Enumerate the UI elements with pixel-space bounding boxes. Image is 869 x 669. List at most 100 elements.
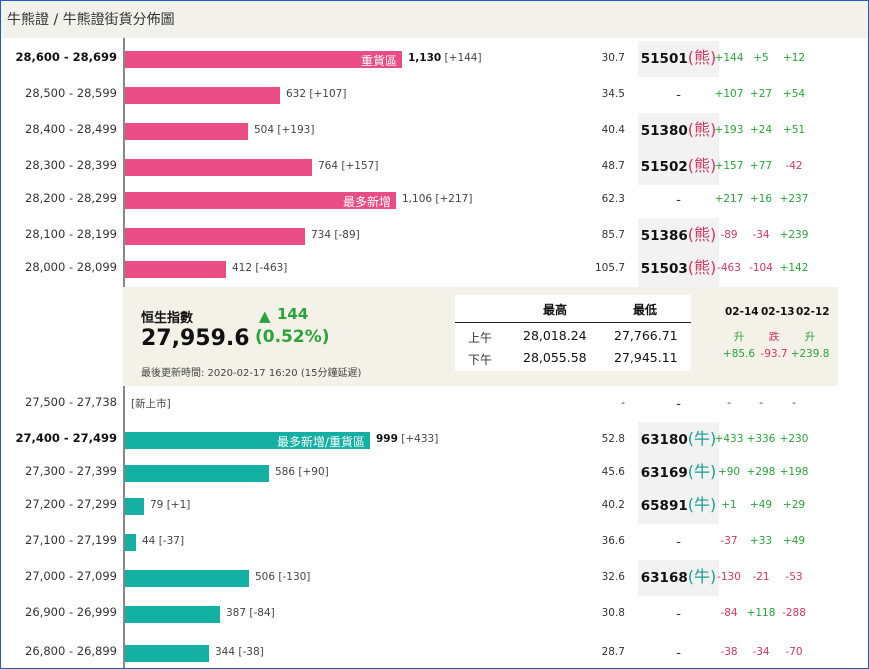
warrant-code[interactable]: 51380 xyxy=(640,123,688,139)
bar-label: 最多新增/重貨區 xyxy=(276,435,365,449)
bull-row: 27,000 - 27,099 506 [-130] 32.6 63168(牛) -13… xyxy=(1,560,868,596)
count-value: 764 xyxy=(318,160,339,172)
count-value: 79 xyxy=(150,499,164,511)
percent-value: 48.7 xyxy=(601,160,625,172)
daily-change: +49 xyxy=(749,499,773,511)
outstanding-bar xyxy=(125,498,144,515)
percent-value: 30.7 xyxy=(601,52,625,64)
warrant-type: (熊) xyxy=(687,225,717,244)
daily-change: -37 xyxy=(720,535,738,547)
high-low-table: 最高 最低 上午 28,018.24 27,766.71 下午 28,055.5… xyxy=(455,295,691,371)
bear-row: 28,300 - 28,399 764 [+157] 48.7 51502(熊) +15… xyxy=(1,149,868,185)
warrant-type: (熊) xyxy=(687,156,717,175)
percent-value: 52.8 xyxy=(601,433,625,445)
warrant-code[interactable]: 63169 xyxy=(640,465,688,481)
warrant-code-cell[interactable]: 51502(熊) xyxy=(638,149,719,185)
count-value: 506 xyxy=(255,571,276,583)
outstanding-count: 1,106 [+217] xyxy=(402,193,472,205)
day-change-2: -93.7 xyxy=(760,348,788,360)
warrant-code[interactable]: 51501 xyxy=(640,51,688,67)
count-change: [+144] xyxy=(441,52,482,64)
index-change: 144 xyxy=(277,305,309,323)
outstanding-bar xyxy=(125,123,248,140)
outstanding-bar xyxy=(125,570,249,587)
count-change: [-89] xyxy=(331,229,360,241)
warrant-code-cell[interactable]: 51380(熊) xyxy=(638,113,719,149)
warrant-code-cell[interactable]: 51503(熊) xyxy=(638,251,719,287)
warrant-code[interactable]: 63168 xyxy=(640,570,688,586)
outstanding-bar xyxy=(125,87,280,104)
warrant-type: (熊) xyxy=(687,258,717,277)
warrant-code: - xyxy=(676,396,681,412)
count-change: [-38] xyxy=(235,646,264,658)
count-value: 44 xyxy=(142,535,156,547)
afternoon-label: 下午 xyxy=(468,353,493,367)
warrant-code[interactable]: 65891 xyxy=(640,498,688,514)
warrant-code[interactable]: 63180 xyxy=(640,432,688,448)
outstanding-bar xyxy=(125,645,209,662)
bull-row: 27,200 - 27,299 79 [+1] 40.2 65891(牛) +1 +49 +… xyxy=(1,488,868,524)
outstanding-bar: 最多新增/重貨區 xyxy=(125,432,370,449)
strike-range: 26,800 - 26,899 xyxy=(25,644,117,658)
outstanding-bar xyxy=(125,159,312,176)
outstanding-count: 412 [-463] xyxy=(232,262,287,274)
warrant-code-cell[interactable]: 63168(牛) xyxy=(638,560,719,596)
outstanding-count: 79 [+1] xyxy=(150,499,190,511)
warrant-code-cell[interactable]: 51386(熊) xyxy=(638,218,719,254)
warrant-code-cell: - xyxy=(638,77,719,113)
daily-change: -288 xyxy=(782,607,806,619)
warrant-type: (牛) xyxy=(687,462,717,481)
daily-change: +298 xyxy=(746,466,776,478)
daily-change: +193 xyxy=(714,124,744,136)
warrant-code[interactable]: 51386 xyxy=(640,228,688,244)
new-listing-row: 27,500 - 27,738 [新上市] - - - - - xyxy=(1,386,868,422)
bear-row: 28,000 - 28,099 412 [-463] 105.7 51503(熊) -4… xyxy=(1,251,868,287)
warrant-code-cell[interactable]: 63180(牛) xyxy=(638,422,719,458)
bear-row: 28,600 - 28,699 重貨區 1,130 [+144] 30.7 51501(… xyxy=(1,41,868,77)
daily-change: +12 xyxy=(782,52,806,64)
daily-change: -34 xyxy=(752,646,770,658)
daily-change: -70 xyxy=(785,646,803,658)
bear-row: 28,100 - 28,199 734 [-89] 85.7 51386(熊) -89 -… xyxy=(1,218,868,254)
warrant-type: (牛) xyxy=(687,495,717,514)
count-value: 632 xyxy=(286,88,307,100)
daily-change: -38 xyxy=(720,646,738,658)
afternoon-low: 27,945.11 xyxy=(614,350,678,365)
strike-range: 28,400 - 28,499 xyxy=(25,122,117,136)
daily-change: +51 xyxy=(782,124,806,136)
warrant-code-cell: - xyxy=(638,182,719,218)
percent-value: 32.6 xyxy=(601,571,625,583)
outstanding-bar xyxy=(125,606,220,623)
page-header: 牛熊證 / 牛熊證街貨分佈圖 xyxy=(1,1,868,38)
daily-change: +29 xyxy=(782,499,806,511)
day-date-3: 02-12 xyxy=(796,306,830,318)
warrant-code-cell[interactable]: 65891(牛) xyxy=(638,488,719,524)
strike-range: 27,200 - 27,299 xyxy=(25,497,117,511)
warrant-type: (牛) xyxy=(687,567,717,586)
day-change-3: +239.8 xyxy=(790,348,830,360)
day-direction-1: 升 xyxy=(733,331,745,343)
daily-change: +217 xyxy=(714,193,744,205)
warrant-type: (牛) xyxy=(687,429,717,448)
daily-change: -130 xyxy=(717,571,741,583)
warrant-code-cell[interactable]: 51501(熊) xyxy=(638,41,719,77)
warrant-code[interactable]: 51502 xyxy=(640,159,688,175)
warrant-code-cell[interactable]: 63169(牛) xyxy=(638,455,719,491)
warrant-type: (熊) xyxy=(687,48,717,67)
strike-range: 27,000 - 27,099 xyxy=(25,569,117,583)
day-change-1: +85.6 xyxy=(722,348,756,360)
warrant-code: - xyxy=(676,87,681,103)
warrant-code-cell: - xyxy=(638,386,719,422)
strike-range: 28,100 - 28,199 xyxy=(25,227,117,241)
strike-range: 27,100 - 27,199 xyxy=(25,533,117,547)
count-value: 412 xyxy=(232,262,253,274)
warrant-code[interactable]: 51503 xyxy=(640,261,688,277)
outstanding-bar xyxy=(125,261,226,278)
daily-change: +157 xyxy=(714,160,744,172)
count-value: 734 xyxy=(311,229,332,241)
bar-label: 重貨區 xyxy=(360,54,397,68)
low-header: 最低 xyxy=(633,303,658,317)
outstanding-bar: 重貨區 xyxy=(125,51,402,68)
daily-change: +239 xyxy=(779,229,809,241)
percent-value: 40.4 xyxy=(601,124,625,136)
